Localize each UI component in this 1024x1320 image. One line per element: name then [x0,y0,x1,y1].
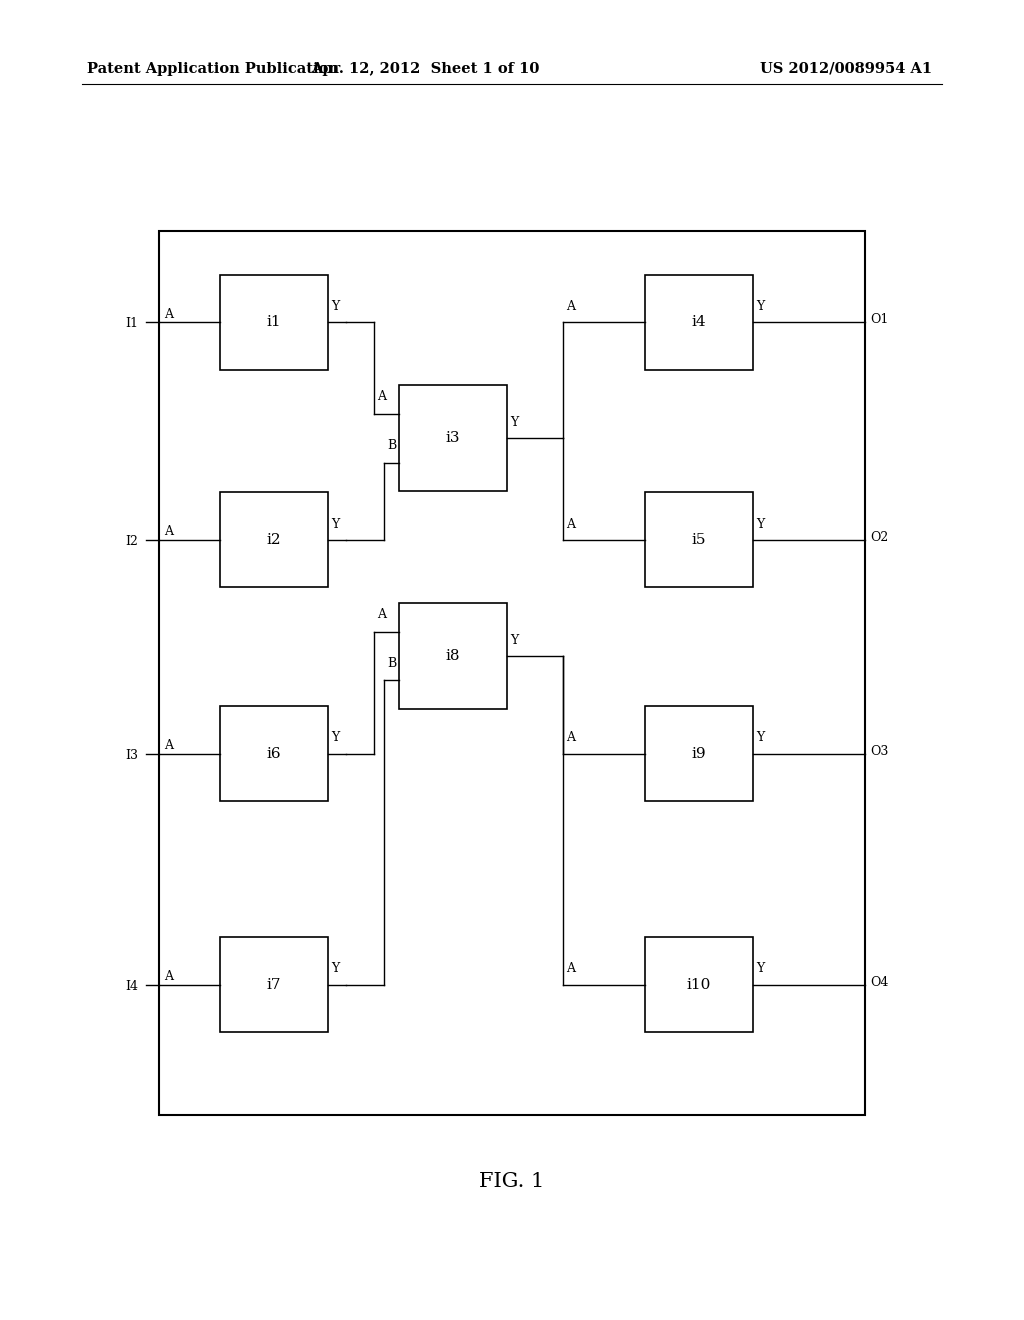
Text: Apr. 12, 2012  Sheet 1 of 10: Apr. 12, 2012 Sheet 1 of 10 [310,62,540,75]
Text: i8: i8 [445,649,461,663]
Text: Y: Y [756,962,764,975]
Text: Y: Y [331,731,339,744]
Text: A: A [164,970,173,983]
Text: i7: i7 [266,978,282,991]
Bar [645,275,753,370]
Text: Y: Y [331,517,339,531]
Text: A: A [164,739,173,752]
Text: Y: Y [510,416,518,429]
Bar [220,492,328,587]
Bar [645,937,753,1032]
Text: O4: O4 [870,975,889,989]
Text: B: B [387,438,396,451]
Text: Y: Y [331,300,339,313]
Text: I2: I2 [125,535,138,548]
Bar [399,385,507,491]
Text: O2: O2 [870,531,889,544]
Text: A: A [377,609,386,622]
Text: i1: i1 [266,315,282,329]
Text: i10: i10 [687,978,711,991]
Text: I1: I1 [125,317,138,330]
Text: i4: i4 [691,315,707,329]
Text: Y: Y [331,962,339,975]
Text: I3: I3 [125,748,138,762]
Text: Y: Y [756,517,764,531]
Text: i5: i5 [691,533,707,546]
Text: O1: O1 [870,313,889,326]
Bar [159,231,865,1115]
Bar [220,937,328,1032]
Text: A: A [164,525,173,539]
Bar [645,706,753,801]
Text: I4: I4 [125,979,138,993]
Text: i9: i9 [691,747,707,760]
Text: US 2012/0089954 A1: US 2012/0089954 A1 [760,62,932,75]
Text: Y: Y [510,634,518,647]
Text: i6: i6 [266,747,282,760]
Text: A: A [566,731,575,744]
Text: A: A [164,308,173,321]
Text: i3: i3 [445,432,461,445]
Text: A: A [566,517,575,531]
Text: O3: O3 [870,744,889,758]
Text: Patent Application Publication: Patent Application Publication [87,62,339,75]
Text: A: A [566,300,575,313]
Text: Y: Y [756,300,764,313]
Text: FIG. 1: FIG. 1 [479,1172,545,1191]
Bar [220,706,328,801]
Bar [399,603,507,709]
Text: Y: Y [756,731,764,744]
Text: i2: i2 [266,533,282,546]
Bar [645,492,753,587]
Text: A: A [377,391,386,404]
Text: B: B [387,656,396,669]
Bar [220,275,328,370]
Text: A: A [566,962,575,975]
